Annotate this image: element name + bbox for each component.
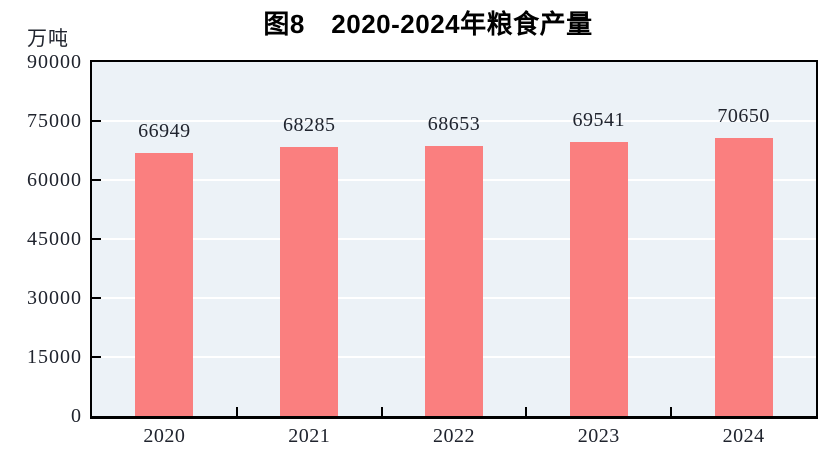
y-axis-tick-mark — [92, 238, 101, 240]
bar-2023 — [569, 142, 628, 416]
bar-2020 — [135, 152, 194, 416]
y-axis-tick-mark — [92, 179, 101, 181]
y-axis-tick-label: 75000 — [27, 110, 82, 132]
y-axis-tick-label: 0 — [71, 405, 82, 427]
y-axis: 0 15000 30000 45000 60000 75000 90000 — [0, 0, 82, 460]
y-axis-tick-label: 90000 — [27, 51, 82, 73]
x-axis-tick-mark — [670, 407, 673, 416]
y-axis-tick-mark — [92, 297, 101, 299]
plot-area: 66949 68285 68653 69541 70650 — [90, 60, 818, 419]
bar-2021 — [280, 147, 339, 416]
x-axis-category-label: 2021 — [288, 425, 331, 447]
y-axis-unit-label: 万吨 — [27, 28, 69, 50]
x-axis-tick-mark — [235, 407, 238, 416]
bar-2022 — [425, 145, 483, 416]
bar-value-label: 68285 — [282, 114, 336, 137]
bar-value-label: 70650 — [717, 105, 770, 128]
x-axis: 2020 2021 2022 2023 2024 — [92, 425, 816, 455]
y-axis-tick-mark — [92, 120, 101, 122]
x-axis-tick-mark — [525, 407, 528, 416]
y-axis-tick-label: 60000 — [27, 169, 82, 191]
y-axis-tick-label: 45000 — [27, 228, 82, 250]
x-axis-category-label: 2024 — [722, 425, 765, 447]
y-axis-tick-mark — [92, 356, 101, 358]
x-axis-category-label: 2020 — [143, 425, 186, 447]
bar-value-label: 68653 — [427, 112, 481, 135]
bar-2024 — [714, 138, 773, 416]
bar-value-label: 69541 — [572, 109, 626, 132]
y-axis-tick-label: 15000 — [27, 346, 82, 368]
chart-title: 图8 2020-2024年粮食产量 — [263, 9, 593, 39]
x-axis-category-label: 2022 — [433, 425, 475, 447]
bar-value-label: 66949 — [138, 119, 191, 142]
gridline-75000 — [92, 120, 816, 122]
x-axis-category-label: 2023 — [577, 425, 620, 447]
x-axis-tick-mark — [380, 407, 383, 416]
y-axis-tick-label: 30000 — [27, 287, 82, 309]
